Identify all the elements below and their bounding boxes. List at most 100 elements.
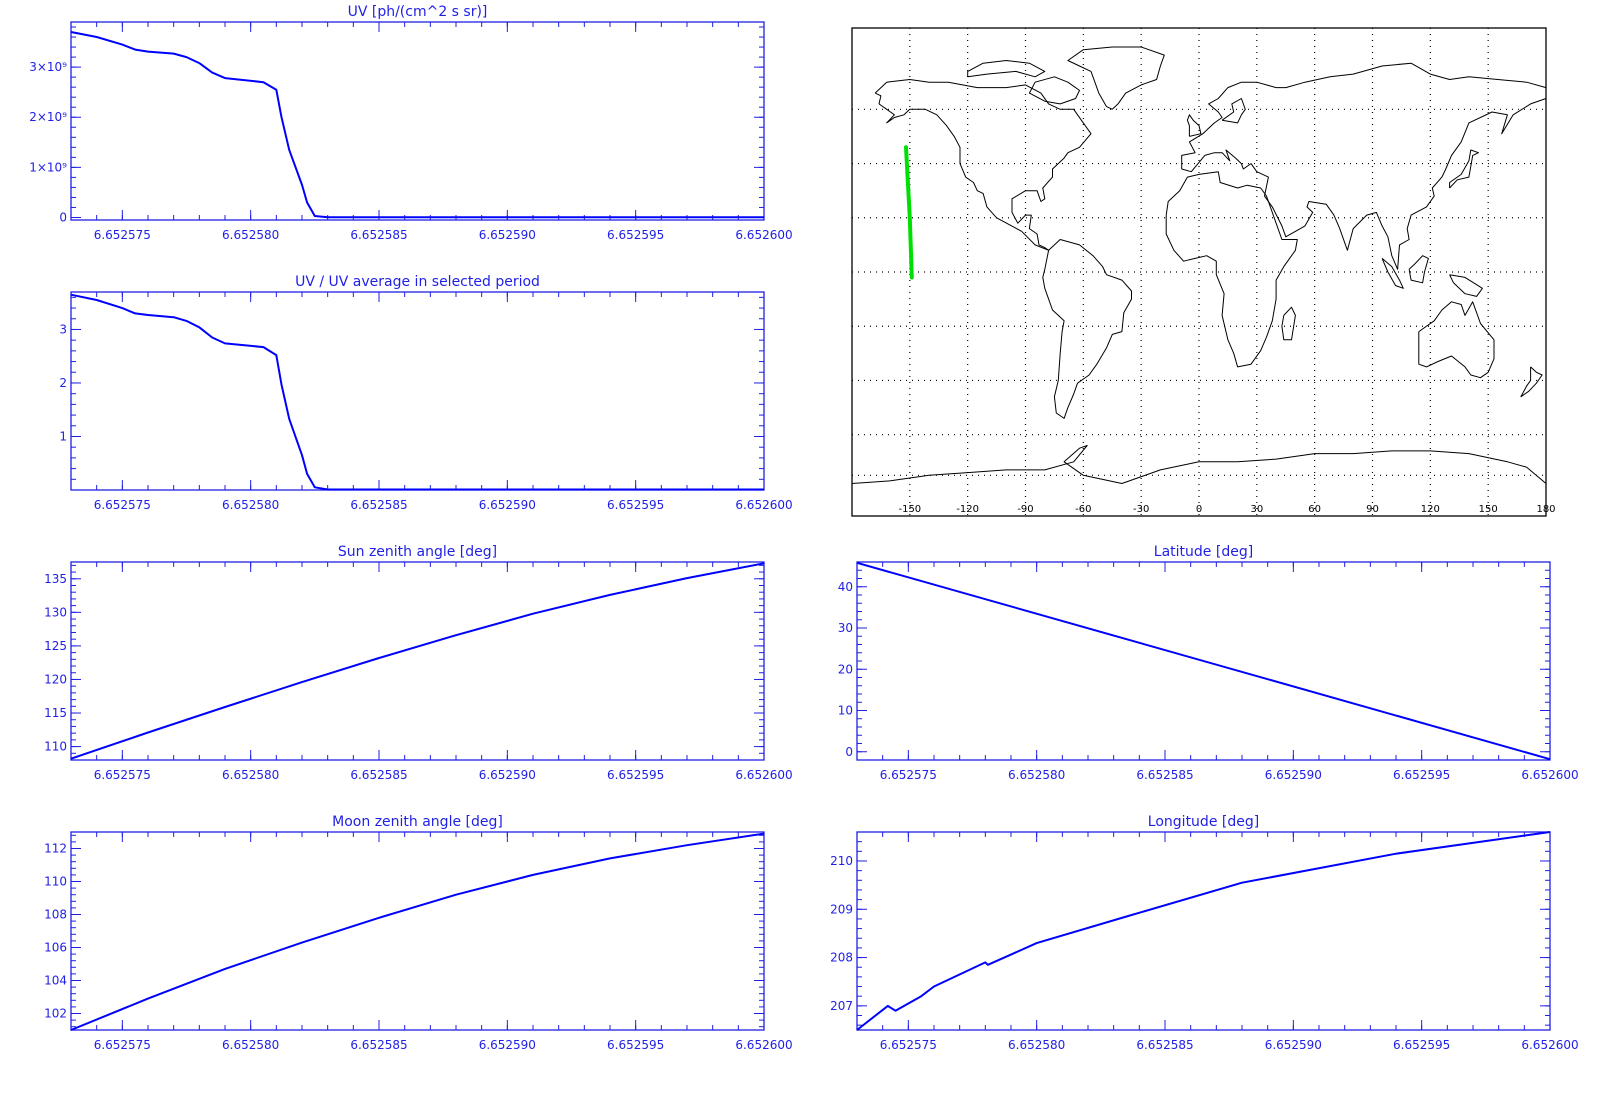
chart-uv_ratio: UV / UV average in selected period 6.6525… bbox=[59, 274, 792, 512]
y-tick-label: 1 bbox=[59, 429, 67, 443]
longitude-tick-label: 90 bbox=[1366, 504, 1379, 515]
y-tick-label: 2×10⁹ bbox=[29, 110, 67, 124]
coastline bbox=[1449, 274, 1483, 297]
longitude-tick-label: 180 bbox=[1536, 504, 1555, 515]
coastline bbox=[1520, 366, 1543, 398]
longitude-tick-label: -60 bbox=[1075, 504, 1091, 515]
series-line-sun_zenith bbox=[70, 562, 765, 760]
series-line-moon_zenith bbox=[70, 832, 765, 1031]
coastline bbox=[1067, 46, 1165, 110]
x-tick-label: 6.652585 bbox=[350, 1038, 407, 1052]
y-tick-label: 3×10⁹ bbox=[29, 60, 67, 74]
plot-frame bbox=[70, 291, 765, 491]
y-tick-label: 1×10⁹ bbox=[29, 160, 67, 174]
x-tick-label: 6.652575 bbox=[880, 1038, 937, 1052]
longitude-tick-label: -30 bbox=[1133, 504, 1149, 515]
x-tick-label: 6.652595 bbox=[607, 228, 664, 242]
coastline bbox=[1418, 301, 1495, 379]
series-line-longitude bbox=[856, 831, 1551, 1031]
longitude-tick-label: 120 bbox=[1421, 504, 1440, 515]
coastline bbox=[967, 60, 1046, 78]
chart-title: UV [ph/(cm^2 s sr)] bbox=[348, 4, 488, 20]
y-tick-label: 120 bbox=[44, 672, 67, 686]
y-tick-label: 209 bbox=[830, 902, 853, 916]
x-tick-label: 6.652595 bbox=[607, 1038, 664, 1052]
plot-frame bbox=[70, 21, 765, 221]
x-tick-label: 6.652575 bbox=[94, 768, 151, 782]
y-tick-label: 104 bbox=[44, 974, 67, 988]
x-tick-label: 6.652580 bbox=[222, 1038, 279, 1052]
longitude-tick-label: 150 bbox=[1479, 504, 1498, 515]
y-tick-label: 20 bbox=[838, 662, 853, 676]
y-tick-label: 112 bbox=[44, 842, 67, 856]
longitude-tick-label: -120 bbox=[956, 504, 979, 515]
coastline bbox=[1028, 76, 1080, 105]
coastline bbox=[1221, 98, 1246, 124]
x-tick-label: 6.652600 bbox=[735, 228, 792, 242]
plot-frame bbox=[856, 831, 1551, 1031]
chart-latitude: Latitude [deg] 6.652575 6.652580 6.652585 6.… bbox=[838, 544, 1579, 782]
y-tick-label: 2 bbox=[59, 376, 67, 390]
charts-layer: UV [ph/(cm^2 s sr)] 6.652575 6.652580 6.652… bbox=[29, 4, 1578, 1052]
x-tick-label: 6.652580 bbox=[1008, 768, 1065, 782]
y-tick-label: 207 bbox=[830, 999, 853, 1013]
y-tick-label: 108 bbox=[44, 908, 67, 922]
x-tick-label: 6.652580 bbox=[222, 228, 279, 242]
x-tick-label: 6.652590 bbox=[479, 228, 536, 242]
x-tick-label: 6.652580 bbox=[1008, 1038, 1065, 1052]
x-tick-label: 6.652590 bbox=[479, 498, 536, 512]
x-tick-label: 6.652575 bbox=[94, 1038, 151, 1052]
chart-title: Sun zenith angle [deg] bbox=[338, 544, 497, 560]
y-tick-label: 125 bbox=[44, 639, 67, 653]
longitude-tick-label: 0 bbox=[1196, 504, 1202, 515]
longitude-tick-label: -150 bbox=[898, 504, 921, 515]
x-tick-label: 6.652595 bbox=[607, 768, 664, 782]
x-tick-label: 6.652590 bbox=[1265, 1038, 1322, 1052]
y-tick-label: 30 bbox=[838, 621, 853, 635]
x-tick-label: 6.652585 bbox=[1136, 768, 1193, 782]
coastline bbox=[1408, 255, 1429, 284]
coastline bbox=[1042, 239, 1132, 419]
x-tick-label: 6.652595 bbox=[607, 498, 664, 512]
x-tick-label: 6.652575 bbox=[880, 768, 937, 782]
world-map-panel: -150 -120 -90 -60 -30 0 30 60 90 120 150 180 bbox=[851, 27, 1556, 517]
x-tick-label: 6.652600 bbox=[1521, 768, 1578, 782]
y-tick-label: 135 bbox=[44, 572, 67, 586]
x-tick-label: 6.652585 bbox=[350, 768, 407, 782]
orbit-track bbox=[904, 145, 914, 280]
chart-longitude: Longitude [deg] 6.652575 6.652580 6.652585 6… bbox=[830, 814, 1579, 1052]
x-tick-label: 6.652590 bbox=[479, 768, 536, 782]
x-tick-label: 6.652600 bbox=[735, 498, 792, 512]
chart-sun_zenith: Sun zenith angle [deg] 6.652575 6.652580 6.… bbox=[44, 544, 793, 782]
chart-uv: UV [ph/(cm^2 s sr)] 6.652575 6.652580 6.652… bbox=[29, 4, 792, 242]
series-line-latitude bbox=[856, 561, 1551, 761]
x-tick-label: 6.652595 bbox=[1393, 1038, 1450, 1052]
series-line-uv bbox=[70, 31, 764, 219]
x-tick-label: 6.652600 bbox=[735, 768, 792, 782]
y-tick-label: 10 bbox=[838, 704, 853, 718]
y-tick-label: 110 bbox=[44, 875, 67, 889]
x-tick-label: 6.652595 bbox=[1393, 768, 1450, 782]
chart-title: Latitude [deg] bbox=[1154, 544, 1253, 560]
longitude-tick-label: -90 bbox=[1017, 504, 1033, 515]
x-tick-label: 6.652580 bbox=[222, 498, 279, 512]
y-tick-label: 130 bbox=[44, 605, 67, 619]
coastline bbox=[1181, 62, 1547, 270]
coastline bbox=[874, 79, 1092, 251]
y-tick-label: 102 bbox=[44, 1007, 67, 1021]
y-tick-label: 110 bbox=[44, 740, 67, 754]
coastline bbox=[1186, 114, 1202, 137]
chart-title: Moon zenith angle [deg] bbox=[332, 814, 503, 830]
y-tick-label: 210 bbox=[830, 854, 853, 868]
x-tick-label: 6.652575 bbox=[94, 228, 151, 242]
chart-title: UV / UV average in selected period bbox=[295, 274, 540, 290]
coastline bbox=[1381, 258, 1404, 289]
coastline bbox=[1165, 171, 1298, 368]
series-line-uv_ratio bbox=[70, 293, 764, 491]
x-tick-label: 6.652585 bbox=[350, 228, 407, 242]
x-tick-label: 6.652575 bbox=[94, 498, 151, 512]
y-tick-label: 0 bbox=[59, 210, 67, 224]
longitude-tick-label: 30 bbox=[1250, 504, 1263, 515]
x-tick-label: 6.652590 bbox=[1265, 768, 1322, 782]
coastline bbox=[1281, 306, 1296, 341]
